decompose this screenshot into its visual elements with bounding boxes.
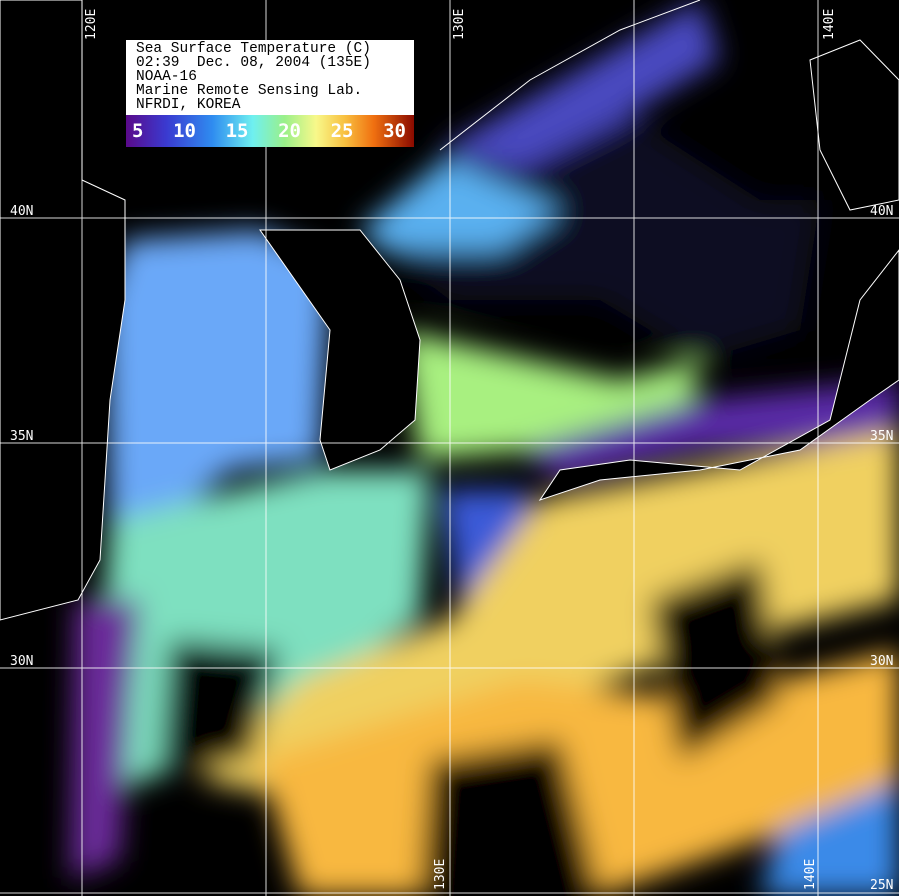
land-china [0, 0, 126, 621]
colorbar-tick: 5 [132, 120, 144, 142]
colorbar-tick: 15 [225, 120, 249, 142]
colorbar-tick: 10 [173, 120, 196, 142]
colorbar: 5 10 15 20 25 30 [126, 115, 414, 147]
lat-label-40n-right: 40N [870, 204, 894, 219]
land-japan-honshu [538, 249, 899, 501]
colorbar-tick: 30 [383, 120, 406, 142]
sst-region-north-blue [360, 160, 560, 250]
lon-label-140e: 140E [822, 8, 837, 40]
lon-label-120e: 120E [84, 8, 99, 40]
legend-text: Sea Surface Temperature (C) 02:39 Dec. 0… [126, 40, 414, 115]
lat-label-30n: 30N [10, 654, 34, 669]
sst-region-cloud-3 [650, 560, 780, 760]
sst-region-yellow-sea [105, 230, 330, 560]
lon-label-130e-bottom: 130E [433, 858, 448, 890]
legend: Sea Surface Temperature (C) 02:39 Dec. 0… [126, 40, 414, 147]
land-hokkaido [809, 39, 899, 211]
lat-label-35n-right: 35N [870, 429, 894, 444]
legend-institute: NFRDI, KOREA [136, 97, 241, 113]
lat-label-40n: 40N [10, 204, 34, 219]
sst-region-se-blue [760, 780, 899, 896]
coastline-russia [439, 0, 701, 151]
legend-lab: Marine Remote Sensing Lab. [136, 83, 363, 99]
lon-label-130e: 130E [452, 8, 467, 40]
sst-region-north-cold [440, 0, 720, 170]
sst-region-cloud-1 [160, 640, 280, 770]
lat-label-25n-right: 25N [870, 878, 894, 893]
sst-region-coastal [70, 600, 140, 880]
colorbar-tick: 25 [330, 120, 354, 142]
legend-datetime: 02:39 Dec. 08, 2004 (135E) [136, 55, 371, 71]
sst-region-cloud-2 [420, 740, 600, 896]
lat-label-35n: 35N [10, 429, 34, 444]
land-korea [259, 229, 421, 471]
sst-region-cold-band [520, 380, 899, 480]
legend-title: Sea Surface Temperature (C) [136, 41, 371, 57]
lat-label-30n-right: 30N [870, 654, 894, 669]
lon-label-140e-bottom: 140E [803, 858, 818, 890]
sst-region-kuroshio [200, 430, 899, 800]
colorbar-tick: 20 [278, 120, 301, 142]
legend-satellite: NOAA-16 [136, 69, 197, 85]
